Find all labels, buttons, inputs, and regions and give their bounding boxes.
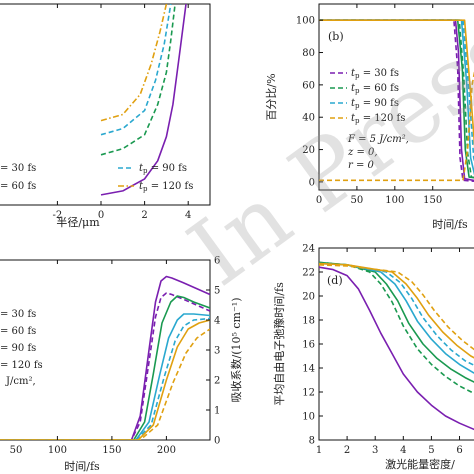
panel-c-ylabel-right: 吸收系数/(10⁵ cm⁻¹) xyxy=(229,298,243,403)
panel-b-xtick-label-2: 100 xyxy=(385,195,404,206)
panel-d-xlabel: 激光能量密度/ xyxy=(385,457,455,471)
panel-d-xtick-label-2: 3 xyxy=(372,445,378,456)
panel-d-series-0 xyxy=(319,266,474,431)
panel-d: 1 2 3 4 5 681012141618202224(d)激光能量密度/平均自由电子弛… xyxy=(272,244,474,471)
panel-a-series-0 xyxy=(100,4,187,196)
panel-c-series-5 xyxy=(0,319,210,440)
panel-b-legend-label-0: tp = 30 fs xyxy=(351,68,399,80)
panel-b-ytick-label-2: 40 xyxy=(302,113,315,124)
panel-c: 100 150 200 0 1 2 3 4 5 6 时间/fs 吸收系数/(10⁵ cm⁻¹) 50 = … xyxy=(0,256,243,473)
panel-d-xtick-label-3: 4 xyxy=(400,445,406,456)
panel-a-xlabel: 半径/μm xyxy=(56,215,100,229)
panel-b-xlabel: 时间/fs xyxy=(432,218,468,231)
panel-a-legend-label-0: = 30 fs xyxy=(0,163,36,174)
panel-b-legend-label-3: tp = 120 fs xyxy=(351,113,405,125)
panel-d-series-6 xyxy=(319,264,474,351)
panel-d-xtick-label-5: 6 xyxy=(456,445,462,456)
panel-a-legend-label-1: = 60 fs xyxy=(0,181,36,192)
panel-c-series-4 xyxy=(0,317,210,440)
panel-a-series-3 xyxy=(100,4,168,122)
panel-a-xtick-label-2: 2 xyxy=(141,210,147,221)
panel-b-xtick-label-3: 150 xyxy=(423,195,442,206)
panel-b-xtick-label-0: 0 xyxy=(316,195,322,206)
panel-a-legend-label-3: tp = 120 fs xyxy=(139,181,193,193)
panel-b-xtick-label-1: 50 xyxy=(351,195,364,206)
panel-d-ytick-label-0: 8 xyxy=(309,436,315,447)
panel-b-ytick-label-1: 20 xyxy=(302,145,315,156)
panel-b-ytick-label-0: 0 xyxy=(309,177,315,188)
panel-c-series-2 xyxy=(0,295,210,440)
panel-c-series-6 xyxy=(0,328,210,440)
panel-d-ytick-label-2: 12 xyxy=(302,388,315,399)
panel-b-frame xyxy=(318,3,474,191)
panel-c-ytick-right-label-1: 1 xyxy=(214,406,220,417)
panel-d-series-1 xyxy=(319,261,474,395)
panel-c-legend-label-0: = 30 fs xyxy=(0,309,36,320)
panel-d-ytick-label-1: 10 xyxy=(302,412,315,423)
panel-c-annotation-0: J/cm², xyxy=(5,376,36,387)
panel-b-series-6 xyxy=(319,19,474,149)
panel-b-series-7 xyxy=(319,70,474,182)
panel-d-ytick-label-4: 16 xyxy=(302,340,315,351)
panel-b-annotation-0: F = 5 J/cm², xyxy=(347,134,409,145)
panel-c-xtick-label-0: 100 xyxy=(48,445,67,456)
panel-d-xtick-label-1: 2 xyxy=(344,445,350,456)
panel-d-xtick-label-4: 5 xyxy=(428,445,434,456)
panel-b-label: (b) xyxy=(328,30,344,43)
panel-c-series-0 xyxy=(0,275,210,440)
panel-d-label: (d) xyxy=(327,274,343,287)
panel-c-legend-label-1: = 60 fs xyxy=(0,326,36,337)
panel-b: 0 50 100 150 0 20 40 60 80 100 (b) 时间/fs 百分比/% tp = 3… xyxy=(265,3,474,231)
panel-c-ytick-right-label-6: 6 xyxy=(214,256,220,267)
panel-a-xtick-label-0: -2 xyxy=(53,210,63,221)
panel-c-series-3 xyxy=(0,313,210,440)
panel-a-series-2 xyxy=(100,4,172,136)
panel-b-annotation-1: z = 0, xyxy=(347,147,378,158)
panel-c-ytick-right-label-2: 2 xyxy=(214,376,220,387)
panel-c-ytick-right-label-3: 3 xyxy=(214,346,220,357)
panel-a: -2 0 2 4 半径/μm = 30 fs = 60 fs tp = 90 fs tp = 1… xyxy=(0,3,211,229)
panel-c-xtick-label-2: 200 xyxy=(157,445,176,456)
panel-d-ytick-label-8: 24 xyxy=(302,244,315,255)
panel-d-ylabel: 平均自由电子弛豫时间/fs xyxy=(272,282,286,406)
panel-d-xtick-label-0: 1 xyxy=(316,445,322,456)
panel-b-ytick-label-5: 100 xyxy=(296,16,315,27)
panel-c-xtick-extra-0: 50 xyxy=(10,445,23,456)
panel-a-legend-label-2: tp = 90 fs xyxy=(139,163,187,175)
panel-d-ytick-label-3: 14 xyxy=(302,364,315,375)
panel-a-xtick-label-3: 4 xyxy=(185,210,191,221)
panel-b-annotation-2: r = 0 xyxy=(348,160,375,171)
panel-b-legend-label-2: tp = 90 fs xyxy=(351,98,399,110)
panel-d-ytick-label-6: 20 xyxy=(302,292,315,303)
panel-a-series-1 xyxy=(100,4,176,156)
panel-c-ytick-right-label-4: 4 xyxy=(214,316,220,327)
panel-b-ylabel: 百分比/% xyxy=(265,73,278,120)
panel-c-ytick-right-label-0: 0 xyxy=(214,436,220,447)
panel-a-frame xyxy=(0,3,211,206)
panel-c-ytick-right-label-5: 5 xyxy=(214,286,220,297)
panel-d-ytick-label-5: 18 xyxy=(302,316,315,327)
panel-a-xtick-label-1: 0 xyxy=(98,210,104,221)
panel-c-legend-label-3: = 120 fs xyxy=(0,360,43,371)
panel-d-ytick-label-7: 22 xyxy=(302,268,315,279)
panel-c-xlabel: 时间/fs xyxy=(64,460,100,473)
panel-c-legend-label-2: = 90 fs xyxy=(0,343,36,354)
panel-b-ytick-label-4: 80 xyxy=(302,48,315,59)
panel-c-xtick-label-1: 150 xyxy=(102,445,121,456)
panel-b-ytick-label-3: 60 xyxy=(302,80,315,91)
panel-b-legend-label-1: tp = 60 fs xyxy=(351,83,399,95)
